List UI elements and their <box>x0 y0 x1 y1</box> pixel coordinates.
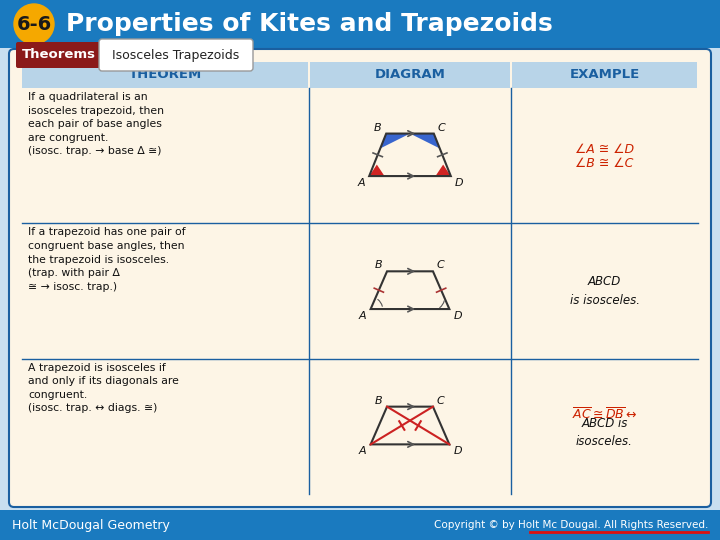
Text: ∠A ≅ ∠D: ∠A ≅ ∠D <box>575 143 634 156</box>
Bar <box>0 48 720 510</box>
Text: D: D <box>455 178 464 188</box>
Text: ∠B ≅ ∠C: ∠B ≅ ∠C <box>575 157 634 170</box>
Text: B: B <box>374 123 382 132</box>
Text: Copyright © by Holt Mc Dougal. All Rights Reserved.: Copyright © by Holt Mc Dougal. All Right… <box>433 520 708 530</box>
Text: A trapezoid is isosceles if
and only if its diagonals are
congruent.
(isosc. tra: A trapezoid is isosceles if and only if … <box>28 363 179 414</box>
Polygon shape <box>410 133 440 148</box>
Text: If a trapezoid has one pair of
congruent base angles, then
the trapezoid is isos: If a trapezoid has one pair of congruent… <box>28 227 186 292</box>
Text: Theorems: Theorems <box>22 49 96 62</box>
Circle shape <box>14 4 54 44</box>
Text: ABCD is
isosceles.: ABCD is isosceles. <box>576 417 633 448</box>
Text: C: C <box>437 396 445 406</box>
Text: Isosceles Trapezoids: Isosceles Trapezoids <box>112 49 240 62</box>
Text: 6-6: 6-6 <box>17 15 52 33</box>
Polygon shape <box>369 165 384 176</box>
Text: THEOREM: THEOREM <box>129 69 202 82</box>
Bar <box>0 510 720 540</box>
Polygon shape <box>380 133 410 148</box>
Text: C: C <box>437 260 445 271</box>
Text: ABCD
is isosceles.: ABCD is isosceles. <box>570 275 639 307</box>
Text: B: B <box>375 260 382 271</box>
Bar <box>310 62 510 88</box>
Text: D: D <box>454 447 462 456</box>
Text: Properties of Kites and Trapezoids: Properties of Kites and Trapezoids <box>66 12 553 36</box>
Text: A: A <box>357 178 365 188</box>
Text: EXAMPLE: EXAMPLE <box>570 69 639 82</box>
Text: $\overline{AC}$$\cong$$\overline{DB}$$\leftrightarrow$: $\overline{AC}$$\cong$$\overline{DB}$$\l… <box>572 407 637 422</box>
FancyBboxPatch shape <box>99 39 253 71</box>
Polygon shape <box>436 165 451 176</box>
Text: B: B <box>375 396 382 406</box>
Bar <box>0 0 720 48</box>
Text: Holt McDougal Geometry: Holt McDougal Geometry <box>12 518 170 531</box>
Text: A: A <box>359 311 366 321</box>
Text: A: A <box>359 447 366 456</box>
FancyBboxPatch shape <box>16 42 102 68</box>
FancyBboxPatch shape <box>9 49 711 507</box>
Text: DIAGRAM: DIAGRAM <box>374 69 446 82</box>
Text: If a quadrilateral is an
isosceles trapezoid, then
each pair of base angles
are : If a quadrilateral is an isosceles trape… <box>28 92 164 157</box>
Bar <box>22 62 308 88</box>
Bar <box>512 62 697 88</box>
Text: C: C <box>438 123 446 132</box>
Text: D: D <box>454 311 462 321</box>
